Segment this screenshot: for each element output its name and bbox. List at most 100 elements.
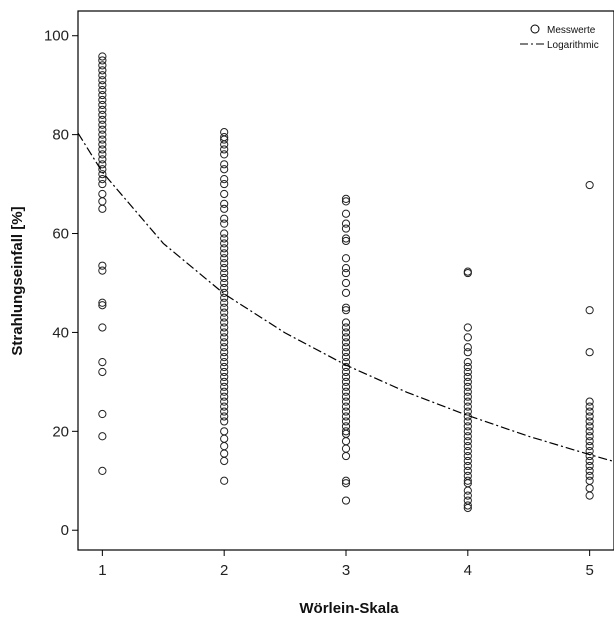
logarithmic-fit-line	[77, 132, 614, 463]
x-tick-label: 2	[220, 562, 228, 579]
data-point	[220, 254, 229, 263]
data-point	[220, 362, 229, 372]
data-point	[585, 407, 594, 416]
data-point	[341, 382, 351, 391]
data-point	[220, 387, 229, 396]
x-tick-label: 1	[98, 562, 106, 579]
data-point	[585, 397, 594, 406]
data-point	[98, 52, 107, 61]
data-point	[220, 132, 229, 142]
data-point	[220, 357, 229, 367]
data-point	[341, 328, 351, 337]
data-point	[463, 362, 472, 372]
data-point	[220, 165, 229, 174]
data-point	[98, 56, 107, 65]
data-point	[98, 266, 107, 275]
data-point	[220, 199, 229, 208]
data-point	[220, 318, 229, 327]
data-point	[341, 417, 351, 426]
data-point	[220, 333, 229, 342]
scatter-points	[98, 52, 594, 513]
data-point	[220, 293, 229, 302]
y-axis-title: Strahlungseinfall [%]	[9, 206, 26, 355]
data-point	[463, 501, 472, 510]
data-point	[98, 179, 107, 189]
data-point	[585, 456, 594, 466]
data-point	[98, 357, 107, 367]
data-point	[98, 367, 107, 377]
data-point	[220, 402, 229, 411]
data-point	[341, 303, 351, 312]
data-point	[220, 268, 229, 278]
data-point	[341, 397, 351, 406]
data-point	[341, 476, 351, 485]
data-point	[341, 377, 351, 386]
fit-line-group	[77, 132, 614, 463]
data-point	[220, 367, 229, 377]
y-tick-label: 100	[44, 28, 69, 45]
data-point	[220, 259, 229, 268]
data-point	[98, 175, 107, 184]
data-point	[463, 456, 472, 466]
data-point	[463, 382, 472, 391]
data-point	[585, 442, 594, 451]
data-point	[220, 179, 229, 189]
data-point	[341, 496, 351, 505]
data-point	[98, 105, 107, 114]
data-point	[341, 422, 351, 431]
data-point	[220, 278, 229, 288]
data-point	[220, 323, 229, 332]
data-point	[341, 479, 351, 488]
data-point	[220, 128, 229, 137]
data-point	[585, 417, 594, 426]
data-point	[463, 387, 472, 396]
data-point	[341, 318, 351, 327]
data-point	[463, 471, 472, 480]
data-point	[585, 348, 594, 357]
data-point	[341, 288, 351, 297]
data-point	[220, 150, 229, 159]
data-point	[98, 71, 107, 80]
data-point	[463, 491, 472, 500]
data-point	[220, 189, 229, 199]
data-point	[463, 476, 472, 485]
data-point	[341, 306, 351, 315]
data-point	[220, 382, 229, 391]
data-point	[98, 409, 107, 419]
y-tick-label: 40	[52, 324, 69, 341]
data-point	[98, 150, 107, 159]
data-point	[463, 466, 472, 475]
data-point	[341, 219, 351, 228]
data-point	[220, 412, 229, 421]
x-tick-label: 5	[585, 562, 593, 579]
data-point	[220, 145, 229, 154]
data-point	[98, 155, 107, 164]
data-point	[463, 417, 472, 426]
data-point	[220, 175, 229, 184]
y-tick-label: 20	[52, 423, 69, 440]
data-point	[463, 333, 472, 342]
y-axis: 0 20 40 60 80 100	[44, 28, 78, 539]
data-point	[220, 264, 229, 273]
data-point	[220, 417, 229, 426]
data-point	[341, 236, 351, 246]
data-point	[341, 343, 351, 352]
data-point	[341, 387, 351, 396]
data-point	[98, 301, 107, 310]
data-point	[220, 427, 229, 436]
data-point	[585, 422, 594, 431]
data-point	[98, 140, 107, 149]
data-point	[98, 130, 107, 139]
y-tick-label: 0	[61, 522, 69, 539]
data-point	[98, 61, 107, 70]
data-point	[98, 100, 107, 110]
y-tick-label: 60	[52, 226, 69, 243]
x-axis: 1 2 3 4 5	[98, 550, 594, 579]
data-point	[341, 338, 351, 347]
data-point	[463, 427, 472, 436]
data-point	[341, 407, 351, 416]
x-tick-label: 3	[342, 562, 350, 579]
data-point	[463, 348, 472, 357]
data-point	[463, 422, 472, 431]
data-point	[585, 461, 594, 471]
